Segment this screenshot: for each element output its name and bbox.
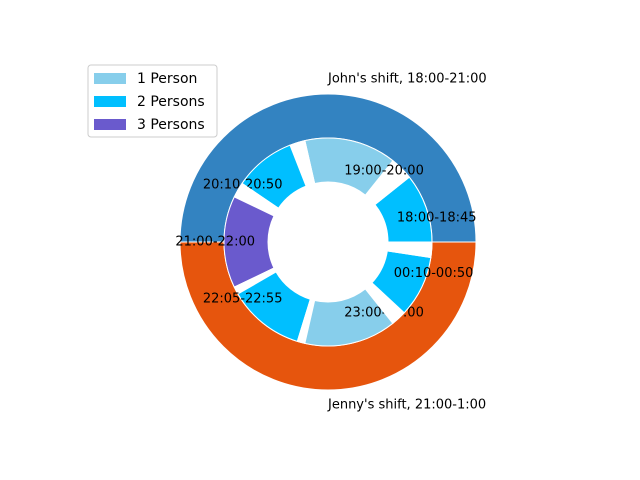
inner-label: 22:05-22:55 [203, 292, 283, 307]
inner-label: 19:00-20:00 [344, 163, 424, 178]
legend-label: 2 Persons [137, 94, 205, 110]
legend-label: 3 Persons [137, 117, 205, 133]
outer-label: Jenny's shift, 21:00-1:00 [327, 398, 486, 413]
inner-label: 18:00-18:45 [397, 210, 477, 225]
legend-swatch [94, 73, 126, 84]
legend-swatch [94, 96, 126, 107]
legend: 1 Person 2 Persons 3 Persons [87, 64, 218, 138]
legend-swatch [94, 119, 126, 130]
inner-slice [386, 241, 433, 259]
legend-label: 1 Person [137, 71, 197, 87]
inner-label: 00:10-00:50 [394, 266, 474, 281]
inner-label: 21:00-22:00 [175, 235, 255, 250]
outer-label: John's shift, 18:00-21:00 [327, 72, 487, 87]
